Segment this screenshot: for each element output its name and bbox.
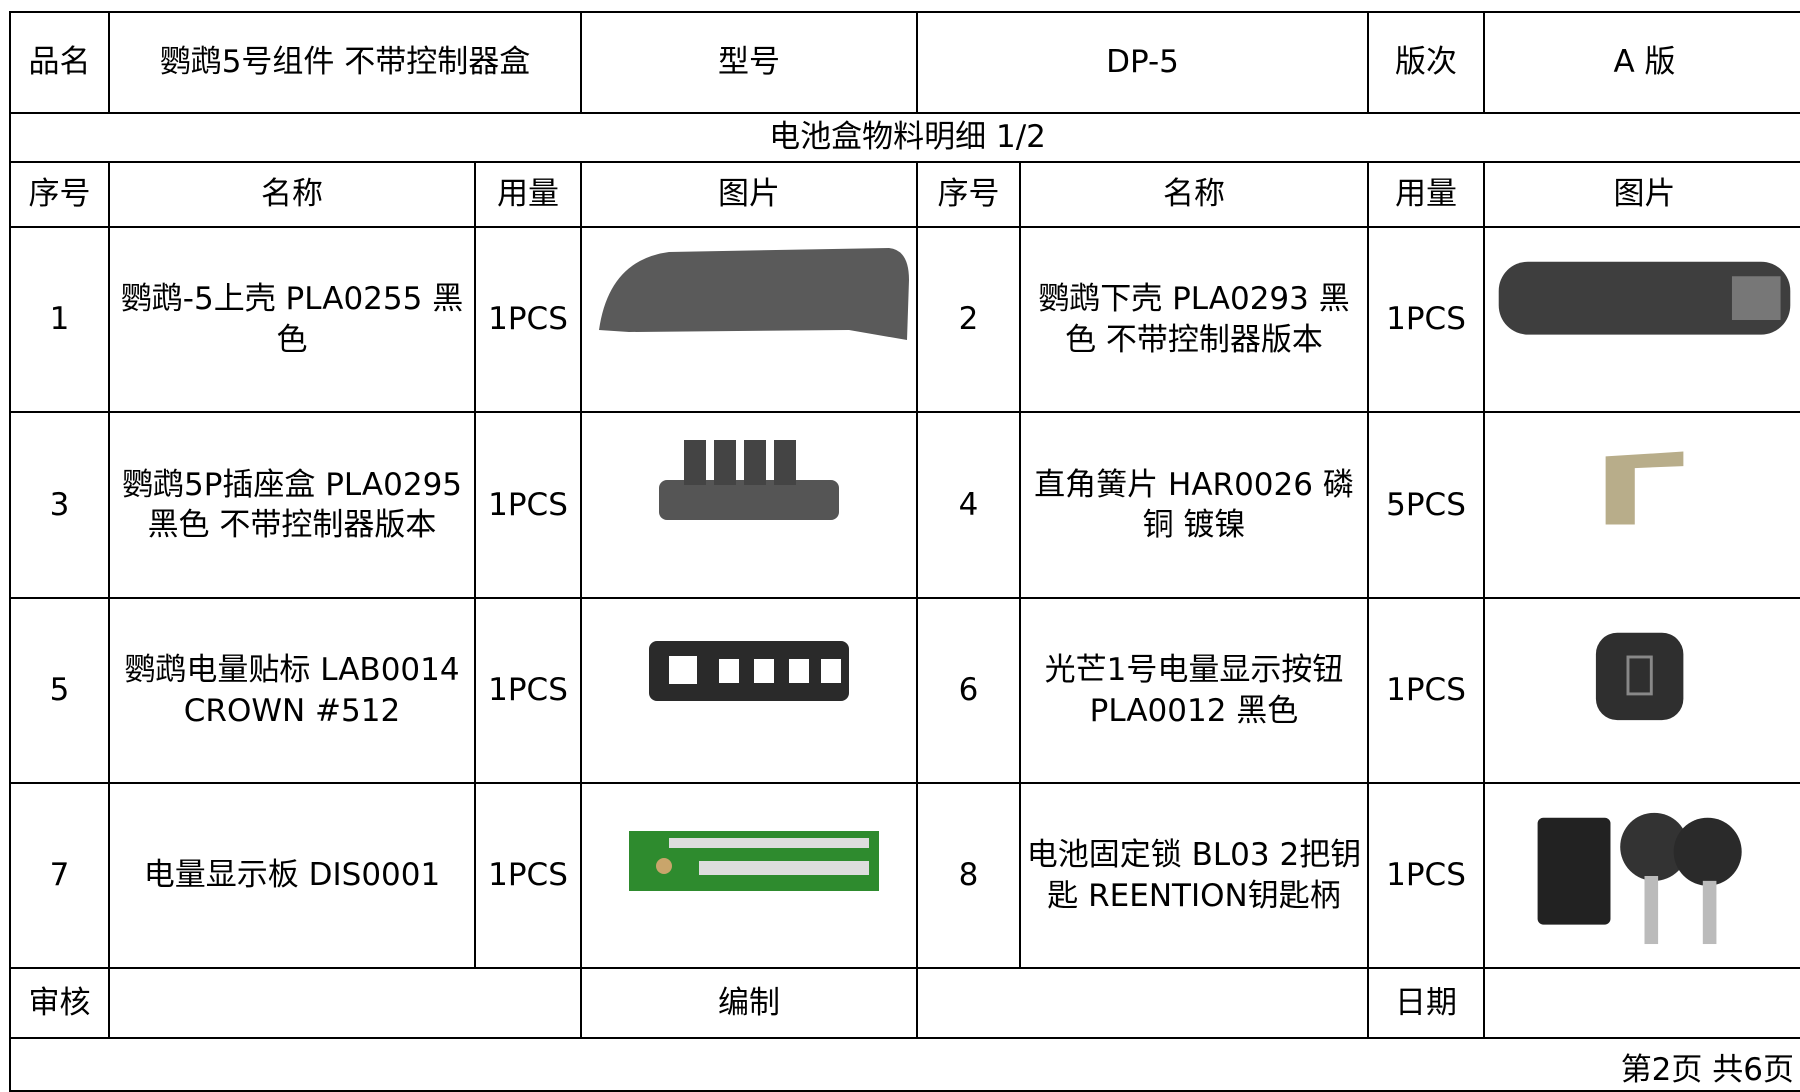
item-quantity: 1PCS [474, 226, 582, 413]
footer-value [108, 967, 582, 1039]
item-number: 3 [9, 411, 110, 599]
item-name: 电量显示板 DIS0001 [108, 782, 476, 969]
item-image [1483, 782, 1800, 969]
header-cell: A 版 [1483, 11, 1800, 114]
item-quantity: 5PCS [1367, 411, 1485, 599]
header-cell: 型号 [580, 11, 918, 114]
section-title: 电池盒物料明细 1/2 [9, 112, 1800, 163]
part-illustration [649, 640, 849, 701]
column-header: 名称 [1019, 161, 1369, 228]
item-number: 4 [916, 411, 1021, 599]
part-illustration [1605, 451, 1684, 525]
item-name: 鹦鹉5P插座盒 PLA0295 黑色 不带控制器版本 [108, 411, 476, 599]
header-cell: DP-5 [916, 11, 1369, 114]
item-name: 电池固定锁 BL03 2把钥匙 REENTION钥匙柄 [1019, 782, 1369, 969]
footer-value [1483, 967, 1800, 1039]
part-illustration [1595, 632, 1684, 720]
item-image [1483, 597, 1800, 784]
item-quantity: 1PCS [1367, 226, 1485, 413]
item-quantity: 1PCS [1367, 782, 1485, 969]
part-illustration [1498, 261, 1791, 335]
item-name: 鹦鹉-5上壳 PLA0255 黑色 [108, 226, 476, 413]
part-illustration [659, 440, 839, 520]
column-header: 序号 [916, 161, 1021, 228]
item-image [580, 782, 918, 969]
item-name: 鹦鹉下壳 PLA0293 黑色 不带控制器版本 [1019, 226, 1369, 413]
column-header: 用量 [474, 161, 582, 228]
item-quantity: 1PCS [474, 597, 582, 784]
footer-value [916, 967, 1369, 1039]
column-header: 名称 [108, 161, 476, 228]
item-quantity: 1PCS [1367, 597, 1485, 784]
item-number: 7 [9, 782, 110, 969]
item-name: 直角簧片 HAR0026 磷铜 镀镍 [1019, 411, 1369, 599]
part-illustration [1537, 812, 1742, 944]
item-image [580, 597, 918, 784]
item-image [1483, 226, 1800, 413]
column-header: 用量 [1367, 161, 1485, 228]
item-name: 光芒1号电量显示按钮 PLA0012 黑色 [1019, 597, 1369, 784]
item-number: 8 [916, 782, 1021, 969]
header-cell: 版次 [1367, 11, 1485, 114]
footer-label: 审核 [9, 967, 110, 1039]
footer-label: 日期 [1367, 967, 1485, 1039]
item-image [580, 226, 918, 413]
item-name: 鹦鹉电量贴标 LAB0014 CROWN #512 [108, 597, 476, 784]
column-header: 图片 [580, 161, 918, 228]
item-number: 5 [9, 597, 110, 784]
part-illustration [629, 830, 879, 891]
item-image [1483, 411, 1800, 599]
part-illustration [599, 247, 909, 340]
item-number: 1 [9, 226, 110, 413]
header-cell: 品名 [9, 11, 110, 114]
item-quantity: 1PCS [474, 782, 582, 969]
item-number: 6 [916, 597, 1021, 784]
footer-label: 编制 [580, 967, 918, 1039]
column-header: 序号 [9, 161, 110, 228]
item-number: 2 [916, 226, 1021, 413]
page-note: 第2页 共6页 [9, 1037, 1800, 1092]
column-header: 图片 [1483, 161, 1800, 228]
item-quantity: 1PCS [474, 411, 582, 599]
header-cell: 鹦鹉5号组件 不带控制器盒 [108, 11, 582, 114]
item-image [580, 411, 918, 599]
